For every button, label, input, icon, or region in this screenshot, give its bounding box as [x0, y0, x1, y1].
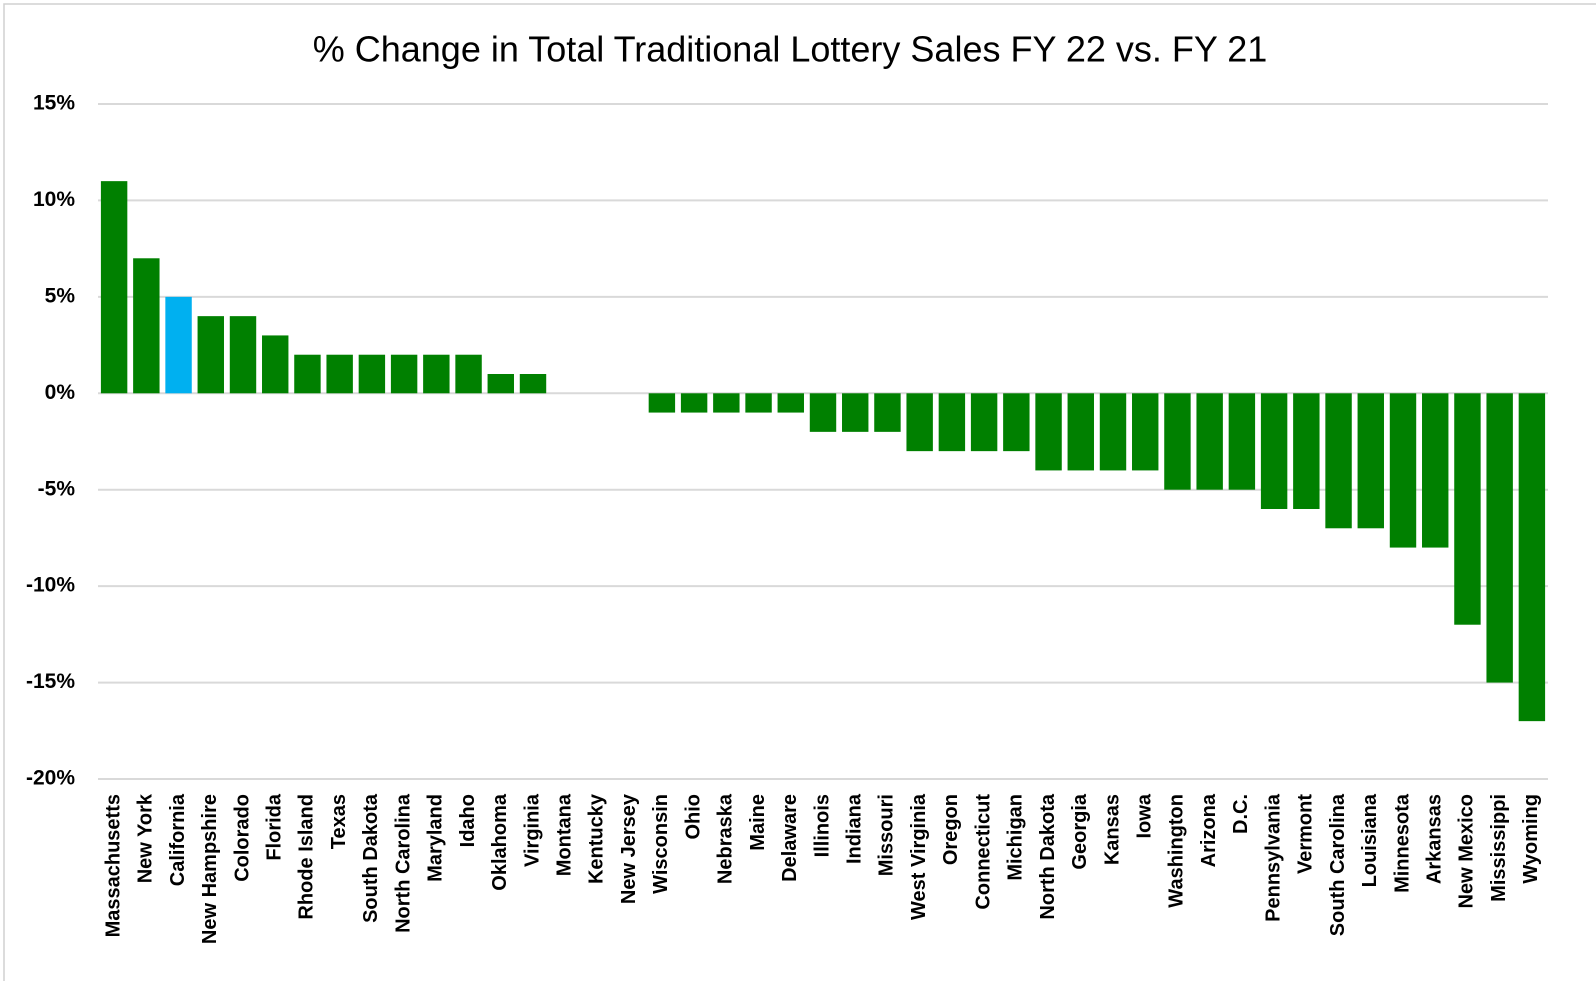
x-tick-label: Colorado [231, 794, 253, 882]
x-tick-label: Georgia [1069, 793, 1091, 869]
x-tick-label: Missouri [876, 794, 898, 876]
x-tick-label: Pennsylvania [1262, 793, 1284, 922]
bar [1003, 393, 1029, 451]
bar [391, 355, 417, 394]
x-tick-label: Ohio [682, 794, 704, 840]
x-tick-label: Arkansas [1424, 794, 1446, 884]
x-tick-label: Texas [328, 794, 350, 849]
bar [1100, 393, 1126, 470]
x-tick-label: Iowa [1134, 793, 1156, 838]
x-tick-label: Oregon [940, 794, 962, 865]
bar [1035, 393, 1061, 470]
x-tick-label: Louisiana [1359, 793, 1381, 887]
bar [1132, 393, 1158, 470]
x-tick-label: Montana [554, 793, 576, 876]
x-tick-label: New Mexico [1456, 794, 1478, 908]
bar [810, 393, 836, 432]
bar [1454, 393, 1480, 624]
x-tick-label: New York [135, 793, 157, 883]
bar [1196, 393, 1222, 489]
x-tick-label: South Dakota [360, 793, 382, 923]
bar [294, 355, 320, 394]
bar [1422, 393, 1448, 547]
y-tick-label: -20% [26, 767, 75, 790]
x-tick-label: Illinois [811, 794, 833, 857]
x-tick-label: Indiana [844, 793, 866, 864]
x-tick-label: North Dakota [1037, 793, 1059, 919]
bar [1519, 393, 1545, 721]
bar [1068, 393, 1094, 470]
bar [455, 355, 481, 394]
x-tick-label: Connecticut [972, 794, 994, 910]
bar [423, 355, 449, 394]
bar [778, 393, 804, 412]
y-tick-label: 0% [45, 381, 76, 404]
bar [939, 393, 965, 451]
bar [488, 374, 514, 393]
bar [842, 393, 868, 432]
bar [745, 393, 771, 412]
bar [713, 393, 739, 412]
x-tick-label: Wisconsin [650, 794, 672, 894]
y-tick-label: 5% [45, 284, 76, 307]
y-tick-label: 15% [33, 92, 75, 115]
x-tick-label: D.C. [1230, 794, 1252, 834]
bar [230, 316, 256, 393]
bar [359, 355, 385, 394]
x-tick-label: Kentucky [586, 793, 608, 884]
x-tick-label: New Jersey [618, 793, 640, 904]
x-tick-label: Maryland [425, 794, 447, 882]
bar [520, 374, 546, 393]
x-tick-label: Michigan [1005, 794, 1027, 881]
bar [1390, 393, 1416, 547]
bar [1164, 393, 1190, 489]
x-tick-label: Minnesota [1391, 793, 1413, 893]
x-tick-label: New Hampshire [199, 794, 221, 944]
x-tick-label: Arizona [1198, 793, 1220, 867]
x-tick-label: West Virginia [908, 793, 930, 920]
bar [101, 181, 127, 393]
y-tick-label: -15% [26, 670, 75, 693]
bar [971, 393, 997, 451]
bar [1293, 393, 1319, 509]
x-tick-label: Virginia [521, 793, 543, 867]
x-tick-label: Rhode Island [296, 794, 318, 920]
bar [326, 355, 352, 394]
x-tick-label: North Carolina [392, 793, 414, 933]
bar [198, 316, 224, 393]
y-tick-label: 10% [33, 188, 75, 211]
x-tick-label: Nebraska [715, 793, 737, 884]
bar [1358, 393, 1384, 528]
x-tick-label: Kansas [1101, 794, 1123, 865]
x-tick-label: California [167, 793, 189, 886]
bar [165, 297, 191, 393]
x-tick-label: Delaware [779, 794, 801, 882]
x-tick-label: Maine [747, 794, 769, 851]
x-tick-label: Idaho [457, 794, 479, 847]
x-tick-label: Florida [264, 793, 286, 861]
x-tick-label: Oklahoma [489, 793, 511, 891]
bar [262, 335, 288, 393]
bar [874, 393, 900, 432]
x-tick-label: Vermont [1295, 794, 1317, 874]
x-tick-label: Massachusetts [102, 794, 124, 937]
y-tick-label: -5% [38, 477, 76, 500]
bar [1229, 393, 1255, 489]
chart-title: % Change in Total Traditional Lottery Sa… [313, 29, 1268, 70]
y-tick-label: -10% [26, 574, 75, 597]
bar [649, 393, 675, 412]
bar [133, 258, 159, 393]
chart: % Change in Total Traditional Lottery Sa… [0, 0, 1596, 981]
x-tick-label: Washington [1166, 794, 1188, 908]
bar [1486, 393, 1512, 682]
bar [1261, 393, 1287, 509]
page: {"chart_data": {"type": "bar", "title": … [0, 0, 1596, 981]
x-tick-label: South Carolina [1327, 793, 1349, 936]
x-tick-label: Mississippi [1488, 794, 1510, 902]
bar [906, 393, 932, 451]
x-tick-label: Wyoming [1520, 794, 1542, 884]
bar [1325, 393, 1351, 528]
bar [681, 393, 707, 412]
